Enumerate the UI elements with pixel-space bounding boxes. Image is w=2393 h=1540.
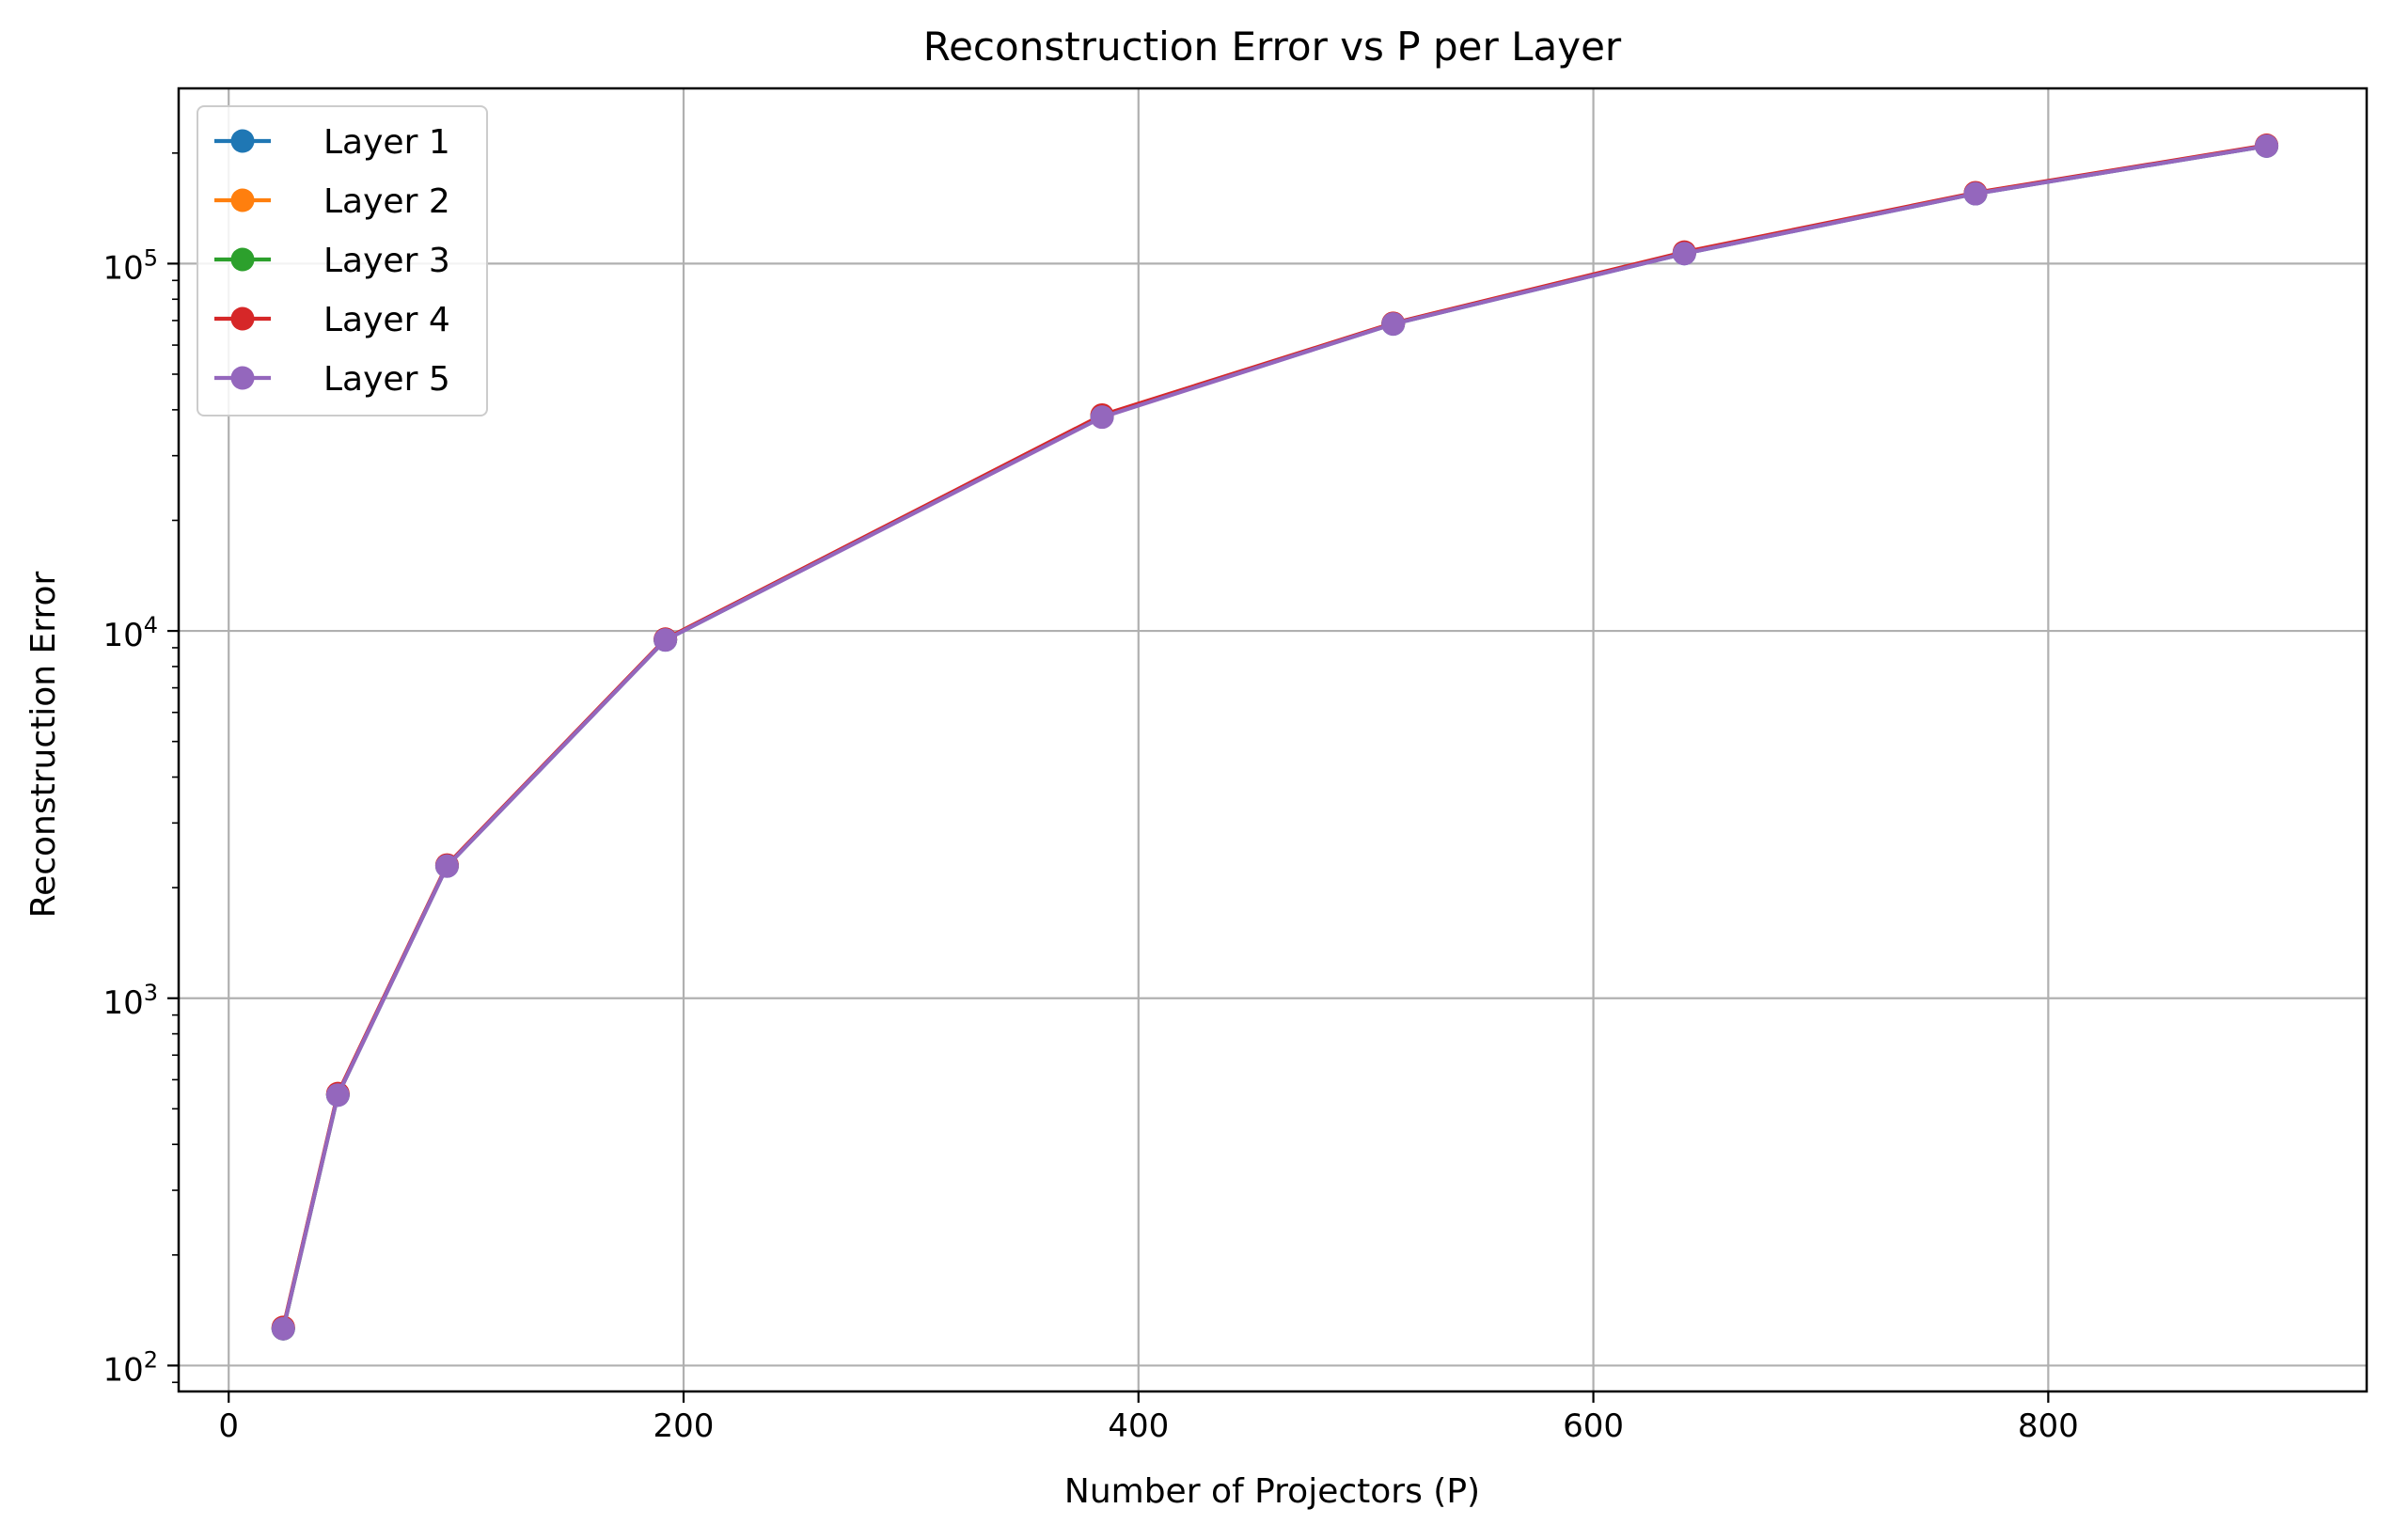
series-line <box>281 144 2267 1329</box>
y-tick-label: 103 <box>102 980 158 1022</box>
y-tick-label: 105 <box>102 244 158 287</box>
y-axis-label: Reconstruction Error <box>24 572 63 919</box>
legend-box <box>197 105 488 416</box>
series-line <box>281 143 2267 1328</box>
x-tick-label: 400 <box>1108 1407 1169 1445</box>
data-point <box>1963 181 1988 206</box>
data-point <box>1381 312 1406 337</box>
legend-marker <box>230 188 255 212</box>
legend: Layer 1 Layer 2 Layer 3 Layer 4 Layer 5 <box>197 105 488 416</box>
data-point <box>325 1083 350 1108</box>
data-point <box>653 628 678 652</box>
y-tick-label: 104 <box>102 612 158 654</box>
legend-marker <box>230 366 255 390</box>
x-axis-label: Number of Projectors (P) <box>1064 1472 1480 1511</box>
data-point <box>2255 134 2279 158</box>
x-tick-label: 200 <box>653 1407 715 1445</box>
series-line <box>281 144 2267 1329</box>
grid-lines <box>179 88 2367 1391</box>
series-group <box>271 134 2279 1341</box>
series-line <box>281 144 2267 1329</box>
legend-label: Layer 5 <box>323 360 450 399</box>
axes: 0 200 400 600 800 102 103 104 105 <box>102 86 2369 1445</box>
plot-frame <box>177 86 2369 1393</box>
data-point <box>1672 242 1696 266</box>
legend-label: Layer 1 <box>323 123 450 162</box>
legend-label: Layer 3 <box>323 242 450 280</box>
legend-marker <box>230 306 255 331</box>
data-point <box>1090 405 1114 430</box>
data-point <box>271 1316 295 1341</box>
x-tick-label: 600 <box>1563 1407 1624 1445</box>
legend-marker <box>230 247 255 272</box>
x-tick-label: 800 <box>2018 1407 2079 1445</box>
data-point <box>434 854 459 878</box>
legend-marker <box>230 129 255 153</box>
x-tick-label: 0 <box>218 1407 239 1445</box>
series-line <box>281 143 2267 1328</box>
y-tick-label: 102 <box>102 1346 158 1389</box>
legend-label: Layer 2 <box>323 182 450 221</box>
legend-label: Layer 4 <box>323 301 450 339</box>
chart-title: Reconstruction Error vs P per Layer <box>923 24 1622 70</box>
